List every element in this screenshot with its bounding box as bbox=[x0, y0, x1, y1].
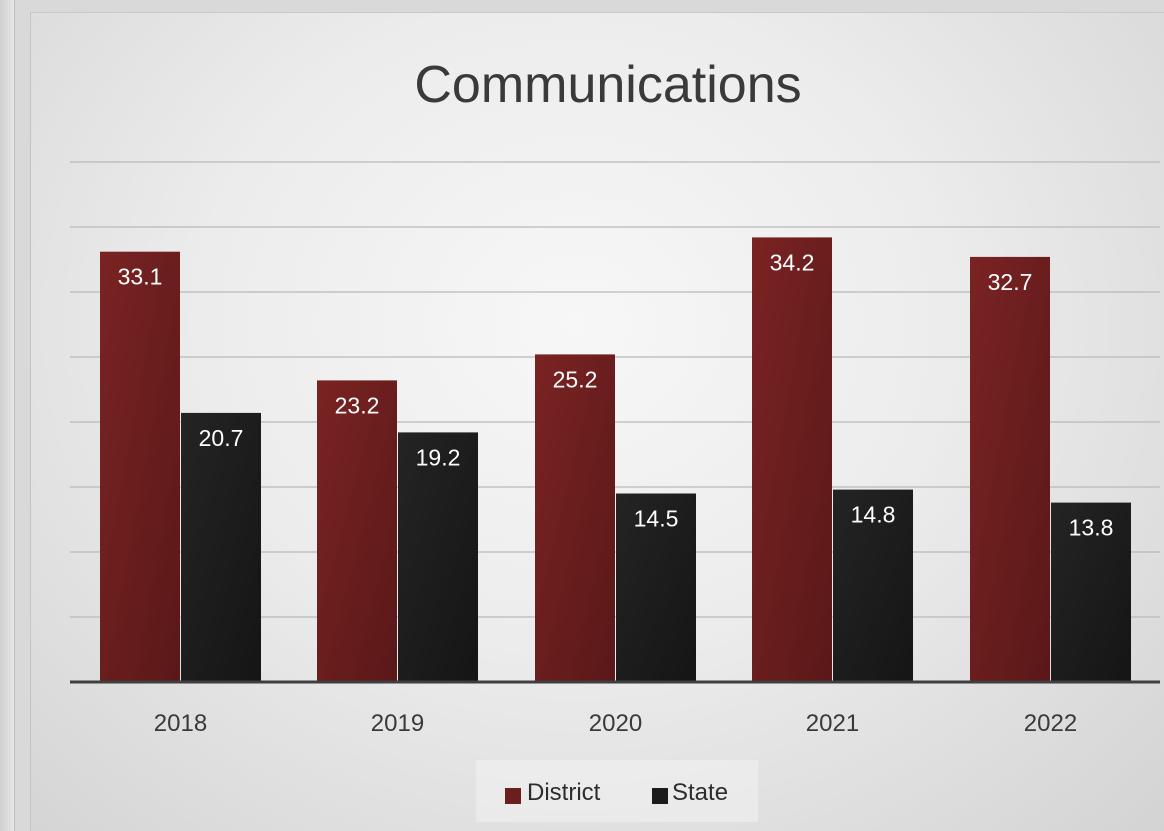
legend: District State bbox=[476, 760, 758, 822]
x-tick-label-2019: 2019 bbox=[371, 710, 424, 737]
data-label-district-2021: 34.2 bbox=[770, 249, 815, 275]
bar-district-2018 bbox=[100, 251, 180, 682]
data-labels: 33.1 20.7 23.2 19.2 25.2 14.5 34.2 14.8 32.7 13.8 bbox=[118, 249, 1114, 540]
legend-swatch-district bbox=[505, 788, 521, 804]
bar-state-2021 bbox=[833, 489, 913, 682]
legend-label-district: District bbox=[527, 779, 601, 806]
bar-district-2020 bbox=[535, 354, 615, 682]
bar-state-2022 bbox=[1051, 502, 1131, 682]
bar-state-2019 bbox=[398, 432, 478, 682]
data-label-state-2022: 13.8 bbox=[1069, 515, 1114, 541]
chart-title: Communications bbox=[414, 56, 801, 114]
bar-state-2020 bbox=[616, 493, 696, 682]
data-label-district-2018: 33.1 bbox=[118, 264, 163, 290]
data-label-district-2019: 23.2 bbox=[335, 392, 380, 418]
bar-district-2019 bbox=[317, 380, 397, 682]
data-label-state-2019: 19.2 bbox=[416, 444, 461, 470]
bars bbox=[100, 237, 1131, 682]
bar-district-2022 bbox=[970, 256, 1050, 682]
x-tick-label-2021: 2021 bbox=[806, 710, 859, 737]
legend-label-state: State bbox=[672, 779, 728, 806]
data-label-district-2020: 25.2 bbox=[553, 366, 598, 392]
x-tick-label-2020: 2020 bbox=[589, 710, 642, 737]
x-tick-label-2022: 2022 bbox=[1024, 710, 1077, 737]
data-label-state-2018: 20.7 bbox=[199, 425, 244, 451]
data-label-state-2020: 14.5 bbox=[634, 506, 679, 532]
bar-state-2018 bbox=[181, 412, 261, 682]
x-axis: 2018 2019 2020 2021 2022 bbox=[70, 680, 1160, 737]
data-label-district-2022: 32.7 bbox=[988, 269, 1033, 295]
data-label-state-2021: 14.8 bbox=[851, 502, 896, 528]
legend-box bbox=[476, 760, 758, 822]
adjacent-panel-edge bbox=[0, 0, 15, 831]
x-tick-label-2018: 2018 bbox=[154, 710, 207, 737]
bar-district-2021 bbox=[752, 237, 832, 682]
legend-swatch-state bbox=[652, 788, 668, 804]
